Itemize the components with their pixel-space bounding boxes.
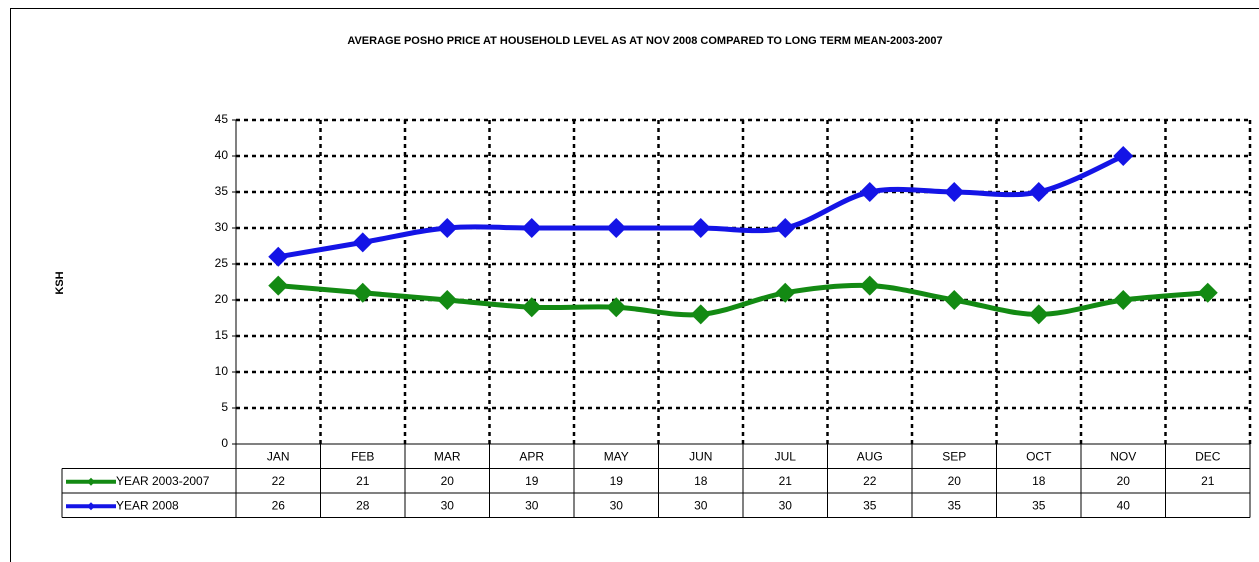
legend-label: YEAR 2008 [116,498,179,512]
table-value: 28 [356,498,370,512]
y-tick-label: 0 [221,436,228,450]
point-marker [1028,304,1049,325]
chart-title: AVERAGE POSHO PRICE AT HOUSEHOLD LEVEL A… [347,35,942,47]
table-value: 20 [948,474,962,488]
point-marker [437,218,458,238]
chart-border [10,8,1259,562]
table-value: 35 [1032,498,1046,512]
point-marker [606,218,627,238]
point-marker [521,218,542,238]
x-tick-label: OCT [1026,449,1052,463]
x-tick-label: JUL [775,449,797,463]
table-value: 26 [272,498,286,512]
table-value: 30 [694,498,708,512]
table-value: 21 [779,474,793,488]
y-axis-label: KSH [54,271,66,294]
y-tick-label: 10 [215,364,229,378]
x-tick-label: FEB [351,449,374,463]
point-marker [944,290,965,310]
table-value: 35 [863,498,877,512]
x-tick-label: APR [519,449,544,463]
point-marker [690,218,711,238]
point-marker [352,232,373,253]
point-marker [268,275,289,296]
table-value: 22 [863,474,877,488]
y-tick-label: 40 [215,148,229,162]
point-marker [775,282,796,303]
y-tick-label: 30 [215,220,229,234]
point-marker [606,297,627,318]
point-marker [775,218,796,238]
point-marker [1028,182,1049,202]
point-marker [437,290,458,310]
x-tick-label: MAR [434,449,461,463]
x-tick-label: MAY [604,449,629,463]
y-tick-label: 15 [215,328,229,342]
y-tick-label: 25 [215,256,229,270]
table-value: 30 [779,498,793,512]
point-marker [352,282,373,303]
table-value: 18 [1032,474,1046,488]
table-value: 30 [525,498,539,512]
legend-label: YEAR 2003-2007 [116,474,210,488]
table-value: 22 [272,474,286,488]
x-tick-label: DEC [1195,449,1221,463]
point-marker [859,275,880,296]
table-value: 30 [610,498,624,512]
table-value: 21 [356,474,370,488]
point-marker [1197,282,1218,303]
point-marker [944,182,965,202]
table-value: 20 [441,474,455,488]
legend-marker [87,477,95,486]
point-marker [690,304,711,325]
point-marker [268,246,289,267]
x-tick-label: JAN [267,449,290,463]
table-value: 18 [694,474,708,488]
table-value: 20 [1117,474,1131,488]
y-tick-label: 20 [215,292,229,306]
y-tick-label: 35 [215,184,229,198]
table-value: 21 [1201,474,1215,488]
point-marker [859,182,880,202]
table-value: 40 [1117,498,1131,512]
point-marker [521,297,542,318]
y-tick-label: 5 [221,400,228,414]
point-marker [1113,146,1134,166]
table-value: 35 [948,498,962,512]
legend-marker [87,502,95,511]
table-value: 19 [525,474,539,488]
table-value: 30 [441,498,455,512]
point-marker [1113,290,1134,310]
x-tick-label: SEP [942,449,966,463]
y-tick-label: 45 [215,112,229,126]
x-tick-label: JUN [689,449,712,463]
table-value: 19 [610,474,624,488]
x-tick-label: AUG [857,449,883,463]
x-tick-label: NOV [1110,449,1136,463]
